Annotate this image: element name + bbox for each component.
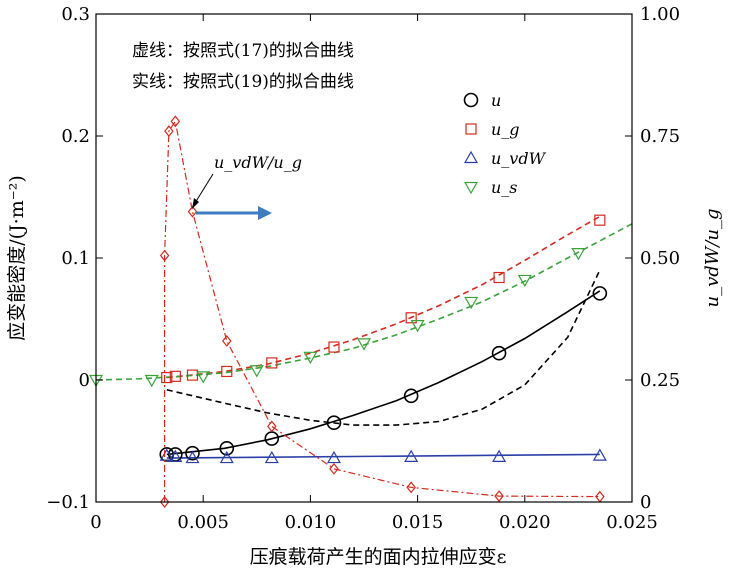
series-4-point — [329, 462, 339, 475]
series-4-point — [170, 115, 181, 128]
series-2-point — [168, 449, 183, 462]
y-tick-label-right: 0 — [640, 492, 651, 513]
annotation-solid: 实线：按照式(19)的拟合曲线 — [132, 72, 354, 92]
ratio-pointer-head — [192, 198, 199, 209]
x-tick-label: 0.005 — [177, 512, 229, 533]
y-tick-label-left: 0.3 — [61, 4, 90, 25]
series-3-point — [517, 274, 532, 288]
series-1-point — [266, 357, 278, 369]
legend-label: u_vdW — [491, 149, 547, 168]
y-tick-label-right: 0.25 — [640, 370, 680, 391]
fit-curve-4 — [166, 453, 600, 459]
series-4-point — [222, 334, 232, 347]
series-2-point — [219, 450, 234, 464]
y-tick-label-right: 1.00 — [640, 4, 680, 25]
series-4-point — [494, 490, 504, 503]
series-3-point — [303, 351, 318, 365]
series-1-point — [161, 371, 173, 384]
series-0-point — [326, 415, 342, 431]
ratio-annotation-label: u_vdW/u_g — [214, 153, 302, 172]
series-3-point — [249, 365, 264, 378]
x-tick-label: 0.010 — [285, 512, 337, 533]
right-axis-arrow-head — [258, 206, 272, 220]
series-2-point — [326, 450, 342, 464]
y-axis-label-right: u_vdW/u_g — [702, 209, 723, 308]
legend-label: u_s — [491, 178, 518, 197]
series-4-point — [406, 481, 416, 494]
series-3-point — [410, 320, 425, 333]
legend-label: u_g — [491, 120, 520, 139]
y-axis-label-left: 应变能密度/(J·m⁻²) — [6, 175, 28, 341]
axis-ticks: 0 0.005 0.010 0.015 0.020 0.025−0.100.10.20.3… — [46, 4, 680, 533]
series-2-point — [185, 450, 200, 464]
y-tick-label-left: −0.1 — [46, 492, 90, 513]
series-1-point — [169, 370, 181, 382]
series-1-point — [594, 214, 606, 226]
series-4-point — [187, 205, 198, 218]
y-tick-label-right: 0.50 — [640, 248, 680, 269]
series-0-point — [491, 345, 507, 361]
x-tick-label: 0.015 — [392, 512, 444, 533]
series-0-point — [403, 388, 419, 404]
x-axis-label: 压痕载荷产生的面内拉伸应变ε — [250, 546, 507, 568]
x-tick-label: 0 — [90, 512, 101, 533]
series-4-point — [164, 125, 174, 138]
series-2-point — [404, 449, 419, 462]
series-3-point — [196, 371, 211, 384]
series-1-point — [328, 341, 340, 353]
annotation-dashed: 虚线：按照式(17)的拟合曲线 — [132, 41, 354, 61]
series-1-point — [221, 365, 233, 378]
series-1-point — [493, 271, 505, 284]
series-0-point — [219, 441, 235, 456]
x-tick-label: 0.025 — [606, 512, 658, 533]
series-4-point — [267, 420, 277, 433]
series-3-point — [571, 248, 586, 261]
series-2-point — [159, 448, 174, 461]
series-2-point — [492, 449, 507, 462]
series-0-point — [185, 445, 200, 461]
x-tick-label: 0.020 — [499, 512, 551, 533]
fit-curves — [95, 215, 633, 459]
y-tick-label-left: 0 — [79, 370, 90, 391]
y-tick-label-left: 0.1 — [61, 248, 90, 269]
series-2-point — [592, 448, 607, 461]
series-4-point — [159, 496, 170, 508]
fit-curve-0 — [166, 290, 601, 456]
series-2-point — [264, 450, 279, 464]
fit-curve-3 — [95, 223, 633, 381]
legend-marker — [465, 123, 477, 135]
series-3-point — [356, 338, 372, 351]
legend-marker — [463, 181, 479, 195]
legend-label: u — [491, 91, 501, 110]
y-tick-label-right: 0.75 — [640, 126, 680, 147]
ratio-pointer-line — [194, 173, 214, 204]
fit-curve-1 — [166, 269, 601, 426]
series-1-point — [405, 312, 417, 324]
y-tick-label-left: 0.2 — [61, 126, 90, 147]
series-1-point — [186, 369, 199, 381]
data-markers — [88, 115, 608, 508]
ratio-line — [164, 119, 600, 502]
series-0-point — [592, 286, 608, 301]
legend-marker — [463, 150, 479, 164]
legend-marker — [463, 92, 479, 108]
series-3-point — [464, 296, 479, 310]
series-4-point — [159, 249, 170, 262]
legend: u u_g u_vdW u_s — [463, 91, 547, 197]
series-3-point — [144, 374, 159, 388]
